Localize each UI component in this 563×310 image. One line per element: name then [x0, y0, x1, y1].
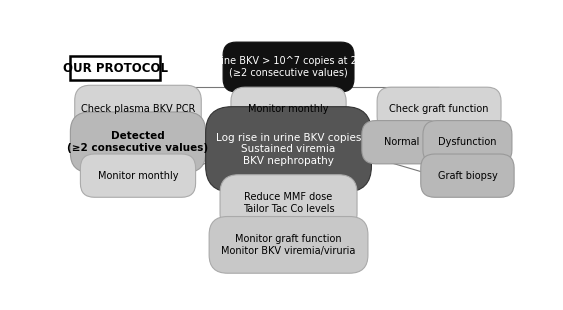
- Text: Monitor monthly: Monitor monthly: [98, 170, 178, 181]
- Text: Check graft function: Check graft function: [390, 104, 489, 114]
- FancyBboxPatch shape: [205, 107, 372, 192]
- FancyBboxPatch shape: [75, 85, 202, 132]
- FancyBboxPatch shape: [362, 121, 442, 164]
- Text: Reduce MMF dose
Tailor Tac Co levels: Reduce MMF dose Tailor Tac Co levels: [243, 192, 334, 214]
- Text: Monitor monthly: Monitor monthly: [248, 104, 329, 114]
- FancyBboxPatch shape: [421, 154, 514, 197]
- FancyBboxPatch shape: [81, 154, 195, 197]
- Text: OUR PROTOCOL: OUR PROTOCOL: [62, 62, 168, 75]
- Text: Normal: Normal: [385, 137, 419, 147]
- Text: Urine BKV > 10^7 copies at 2m
(≥2 consecutive values): Urine BKV > 10^7 copies at 2m (≥2 consec…: [211, 56, 367, 78]
- Text: Dysfunction: Dysfunction: [438, 137, 497, 147]
- Text: Graft biopsy: Graft biopsy: [437, 170, 497, 181]
- Text: Detected
(≥2 consecutive values): Detected (≥2 consecutive values): [68, 131, 208, 153]
- FancyBboxPatch shape: [70, 112, 205, 172]
- FancyBboxPatch shape: [70, 56, 160, 80]
- FancyBboxPatch shape: [231, 87, 346, 131]
- Text: Check plasma BKV PCR: Check plasma BKV PCR: [81, 104, 195, 114]
- FancyBboxPatch shape: [223, 42, 354, 92]
- FancyBboxPatch shape: [209, 216, 368, 273]
- FancyBboxPatch shape: [423, 121, 512, 164]
- FancyBboxPatch shape: [220, 175, 357, 232]
- FancyBboxPatch shape: [377, 87, 501, 131]
- Text: Log rise in urine BKV copies
Sustained viremia
BKV nephropathy: Log rise in urine BKV copies Sustained v…: [216, 133, 361, 166]
- Text: Monitor graft function
Monitor BKV viremia/viruria: Monitor graft function Monitor BKV virem…: [221, 234, 356, 256]
